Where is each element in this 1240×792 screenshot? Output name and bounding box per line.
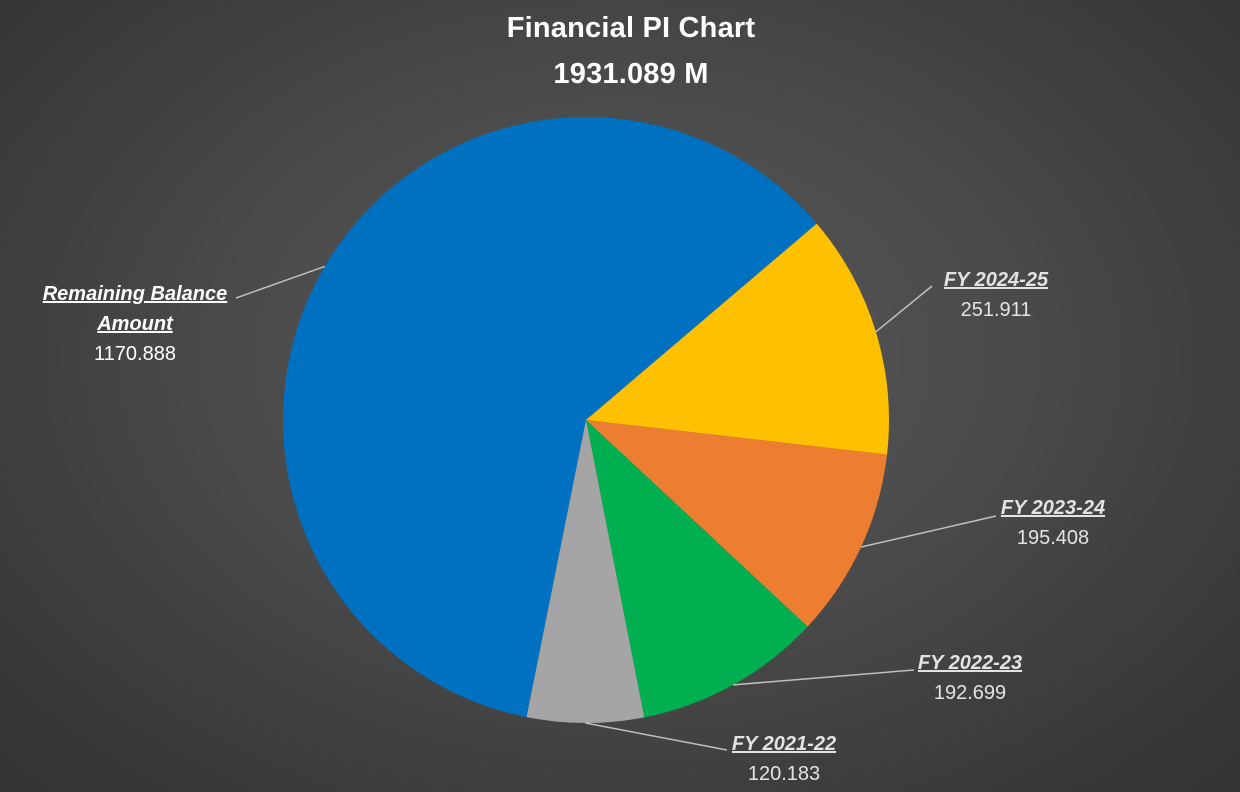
- pie-slice-fy-2022-23: [586, 420, 808, 718]
- slice-value-fy-2024-25: 251.911: [961, 299, 1032, 321]
- pie-slice-fy-2023-24: [586, 420, 888, 627]
- slice-value-fy-2023-24: 195.408: [1017, 527, 1089, 549]
- pie-slice-remaining-balance-amount: [283, 117, 817, 718]
- leader-line-fy-2021-22: [585, 722, 728, 751]
- leader-line-fy-2022-23: [733, 669, 915, 686]
- pie-slices: [283, 117, 889, 723]
- slice-value-fy-2022-23: 192.699: [934, 682, 1006, 704]
- pie-slice-fy-2021-22: [526, 420, 645, 723]
- slice-label-remaining-balance-amount-line-1: Remaining Balance: [43, 283, 228, 305]
- slice-label-fy-2023-24: FY 2023-24: [1001, 497, 1105, 519]
- leader-line-fy-2023-24: [860, 515, 997, 548]
- slice-label-fy-2024-25: FY 2024-25: [944, 269, 1049, 291]
- data-labels: Remaining Balance Amount 1170.888 FY 2024-2…: [43, 269, 1105, 785]
- slice-label-fy-2021-22: FY 2021-22: [732, 733, 836, 755]
- chart-title: Financial PI Chart: [506, 12, 756, 44]
- slice-value-remaining-balance-amount: 1170.888: [94, 343, 176, 365]
- chart-subtitle: 1931.089 M: [553, 58, 709, 90]
- leader-line-fy-2024-25: [875, 285, 933, 333]
- slice-value-fy-2021-22: 120.183: [748, 763, 820, 785]
- pie-slice-fy-2024-25: [586, 223, 889, 455]
- leader-lines: [235, 265, 997, 751]
- slice-label-remaining-balance-amount-line-2: Amount: [96, 313, 174, 335]
- slice-label-fy-2022-23: FY 2022-23: [918, 652, 1022, 674]
- leader-line-remaining-balance-amount: [235, 265, 326, 299]
